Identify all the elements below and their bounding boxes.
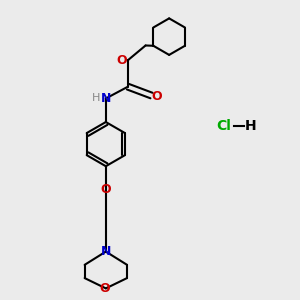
Text: O: O [100,183,111,196]
Text: N: N [100,245,111,258]
Text: H: H [92,93,100,103]
Text: N: N [100,92,111,105]
Text: O: O [152,91,162,103]
Text: Cl: Cl [216,119,231,134]
Text: O: O [116,54,127,67]
Text: O: O [99,282,110,295]
Text: H: H [244,119,256,134]
